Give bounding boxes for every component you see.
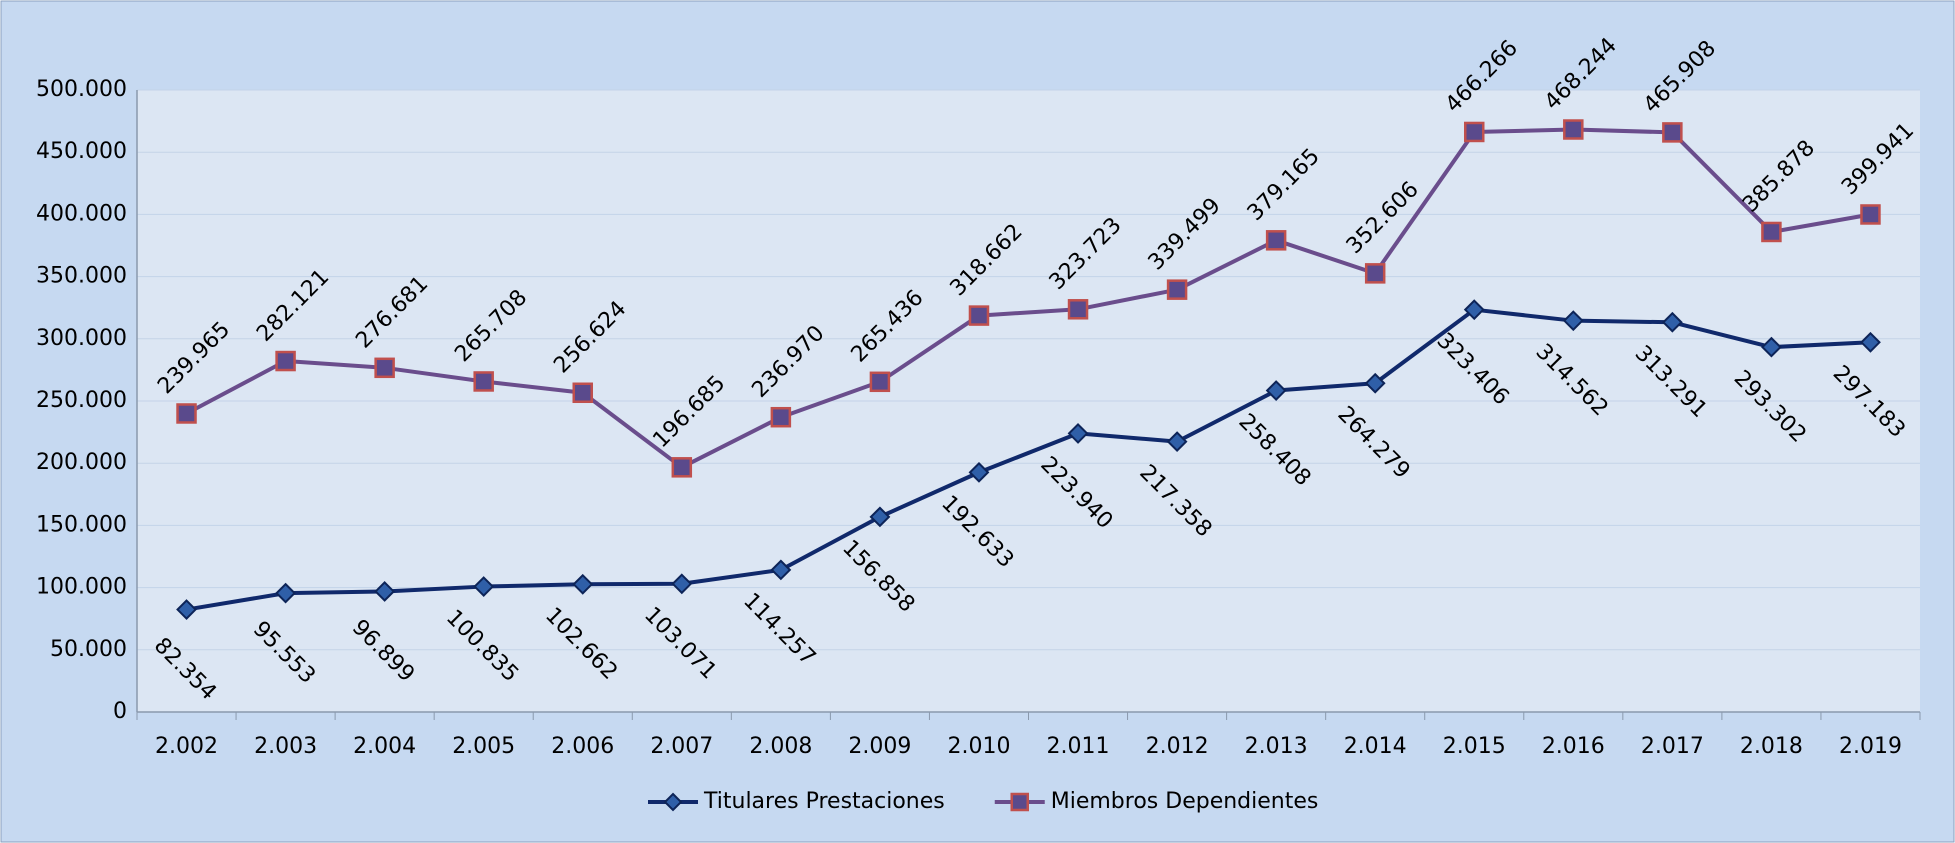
y-tick-label: 500.000 — [36, 77, 127, 102]
marker — [1661, 311, 1683, 333]
marker — [1265, 380, 1287, 401]
x-tick-label: 2.004 — [353, 734, 416, 759]
x-tick-label: 2.011 — [1047, 734, 1110, 759]
x-tick-label: 2.019 — [1839, 734, 1902, 759]
x-tick-label: 2.010 — [947, 734, 1010, 759]
marker — [671, 457, 693, 478]
marker — [1860, 204, 1881, 225]
y-tick-label: 400.000 — [36, 201, 127, 226]
marker — [473, 371, 494, 392]
y-tick-label: 100.000 — [36, 575, 127, 600]
marker — [374, 357, 395, 379]
marker — [1166, 431, 1188, 453]
marker — [1761, 336, 1782, 358]
marker — [374, 581, 396, 602]
marker — [473, 576, 495, 597]
x-tick-label: 2.016 — [1542, 734, 1605, 759]
marker — [572, 573, 594, 595]
y-tick-label: 450.000 — [36, 139, 127, 164]
marker — [869, 371, 891, 393]
y-tick-label: 200.000 — [36, 450, 127, 475]
marker — [1464, 121, 1485, 143]
x-tick-label: 2.002 — [155, 734, 218, 759]
y-tick-label: 0 — [113, 699, 127, 724]
series-line — [186, 307, 1871, 612]
y-tick-label: 150.000 — [36, 512, 127, 537]
marker — [572, 382, 593, 404]
marker — [869, 506, 891, 528]
marker — [1067, 299, 1089, 320]
marker — [770, 559, 792, 581]
legend-marker — [1010, 792, 1029, 812]
x-tick-label: 2.003 — [254, 734, 317, 759]
series-line — [185, 127, 1871, 470]
marker — [1662, 122, 1683, 143]
marker — [1761, 221, 1782, 243]
marker — [968, 305, 990, 326]
x-tick-label: 2.014 — [1344, 734, 1407, 759]
legend-label: Miembros Dependientes — [1051, 789, 1319, 814]
x-tick-label: 2.006 — [551, 734, 614, 759]
marker — [1860, 331, 1881, 353]
marker — [968, 461, 990, 483]
x-tick-label: 2.005 — [452, 734, 515, 759]
x-tick-label: 2.008 — [749, 734, 812, 759]
marker — [1463, 299, 1485, 321]
legend-label: Titulares Prestaciones — [703, 789, 945, 814]
x-tick-label: 2.012 — [1146, 734, 1209, 759]
y-tick-label: 350.000 — [36, 264, 127, 289]
marker — [1563, 119, 1584, 140]
y-tick-label: 250.000 — [36, 388, 127, 413]
x-tick-label: 2.017 — [1641, 734, 1704, 759]
marker — [1562, 310, 1584, 332]
marker — [176, 403, 197, 424]
marker — [1364, 263, 1386, 284]
legend-marker — [663, 792, 683, 812]
marker — [1067, 423, 1089, 444]
marker — [275, 582, 296, 604]
x-tick-label: 2.009 — [848, 734, 911, 759]
marker — [671, 573, 693, 595]
y-tick-label: 50.000 — [50, 637, 127, 662]
x-tick-label: 2.013 — [1245, 734, 1308, 759]
x-tick-label: 2.015 — [1443, 734, 1506, 759]
marker — [275, 350, 296, 372]
marker — [1265, 230, 1287, 251]
marker — [1364, 372, 1386, 394]
x-tick-label: 2.007 — [650, 734, 713, 759]
marker — [176, 599, 197, 620]
y-tick-label: 300.000 — [36, 326, 127, 351]
x-tick-label: 2.018 — [1740, 734, 1803, 759]
marker — [770, 406, 792, 428]
marker — [1166, 279, 1188, 300]
